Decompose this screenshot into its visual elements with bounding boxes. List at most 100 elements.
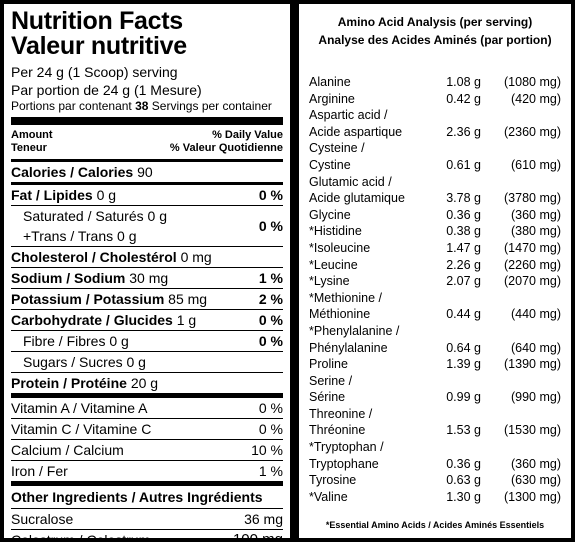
vitamin-row: Vitamin A / Vitamine A 0 %: [11, 398, 283, 419]
amino-name: Cystine: [309, 157, 351, 172]
amino-line: *Leucine 2.26 g (2260 mg): [309, 257, 561, 274]
nutrient-line: Carbohydrate / Glucides 1 g: [11, 310, 196, 330]
nutrient-row: Sugars / Sucres 0 g: [11, 352, 283, 373]
nutrient-amount: 0 g: [126, 354, 146, 370]
nutrient-line: Saturated / Saturés 0 g: [23, 206, 167, 226]
title-line: Amino Acid Analysis (per serving): [337, 15, 533, 29]
amino-name: Cysteine /: [309, 141, 365, 156]
nutrient-lines: Saturated / Saturés 0 g +Trans / Trans 0 …: [11, 206, 167, 246]
amino-line: Threonine /: [309, 406, 561, 423]
other-ingredients: Other Ingredients / Autres Ingrédients Su…: [11, 486, 283, 538]
amino-name: Glycine: [309, 207, 351, 222]
amino-line: Glycine 0.36 g (360 mg): [309, 207, 561, 224]
servings-per-container: Portions par contenant 38 Servings per c…: [11, 99, 283, 114]
amino-mg: (1390 mg): [504, 357, 561, 372]
amino-grams: 0.99 g: [446, 390, 481, 405]
amino-panel: Amino Acid Analysis (per serving) Analys…: [297, 2, 573, 540]
nutrient-row: Saturated / Saturés 0 g +Trans / Trans 0 …: [11, 206, 283, 247]
nutrient-line: +Trans / Trans 0 g: [23, 226, 167, 246]
amino-name: *Valine: [309, 489, 348, 504]
amino-mg: (380 mg): [510, 224, 561, 239]
vitamin-row: Vitamin C / Vitamine C 0 %: [11, 419, 283, 440]
title-line: Analyse des Acides Aminés (par portion): [318, 33, 552, 47]
nutrient-lines: Fibre / Fibres 0 g: [11, 331, 129, 351]
serving-line: Par portion de 24 g (1 Mesure): [11, 82, 202, 98]
amino-name: *Phenylalanine /: [309, 323, 400, 338]
amino-line: *Phenylalanine /: [309, 323, 561, 340]
nutrient-row: Potassium / Potassium 85 mg 2 %: [11, 289, 283, 310]
nutrient-amount: 85 mg: [168, 291, 208, 307]
nutrient-label: Sugars / Sucres: [23, 354, 123, 370]
nutrient-row: Sodium / Sodium 30 mg 1 %: [11, 268, 283, 289]
amount-header: Amount Teneur: [11, 129, 53, 155]
daily-value: 0 %: [258, 218, 283, 234]
ingredient-amount: 36 mg: [244, 511, 283, 527]
amino-name: *Isoleucine: [309, 240, 371, 255]
rule: [11, 117, 283, 125]
amino-name: Serine /: [309, 373, 353, 388]
text: % Valeur Quotidienne: [169, 142, 283, 154]
text: Servings per container: [151, 99, 272, 113]
amino-line: *Valine 1.30 g (1300 mg): [309, 489, 561, 506]
text: % Daily Value: [212, 129, 283, 141]
amino-name: Méthionine: [309, 307, 371, 322]
vitamin-label: Vitamin A / Vitamine A: [11, 400, 148, 416]
amino-grams: 0.64 g: [446, 340, 481, 355]
amino-name: Alanine: [309, 75, 351, 89]
nutrient-label: Fat / Lipides: [11, 187, 93, 203]
nutrient-lines: Carbohydrate / Glucides 1 g: [11, 310, 196, 330]
nutrient-label: Cholesterol / Cholestérol: [11, 249, 177, 265]
amino-name: Aspartic acid /: [309, 108, 388, 123]
amino-line: *Tryptophan /: [309, 439, 561, 456]
amino-grams: 0.36 g: [446, 207, 481, 222]
other-heading: Other Ingredients / Autres Ingrédients: [11, 486, 283, 509]
nutrition-panel: Nutrition Facts Valeur nutritive Per 24 …: [2, 2, 292, 540]
amino-grams: 3.78 g: [446, 191, 481, 206]
nutrient-amount: 30 mg: [129, 270, 169, 286]
amino-line: Acide aspartique 2.36 g (2360 mg): [309, 124, 561, 141]
amino-grams: 1.53 g: [446, 423, 481, 438]
amino-line: Phénylalanine 0.64 g (640 mg): [309, 340, 561, 357]
amino-mg: (2070 mg): [504, 274, 561, 289]
amino-line: Sérine 0.99 g (990 mg): [309, 389, 561, 406]
amino-line: Aspartic acid /: [309, 107, 561, 124]
title: Nutrition Facts Valeur nutritive: [11, 9, 283, 59]
amino-mg: (360 mg): [510, 456, 561, 471]
amino-line: *Lysine 2.07 g (2070 mg): [309, 273, 561, 290]
nutrient-amount: 0 g: [96, 187, 117, 203]
nutrient-row: Fat / Lipides 0 g 0 %: [11, 185, 283, 206]
amino-grams: 2.07 g: [446, 274, 481, 289]
nutrient-label: +Trans / Trans: [23, 228, 114, 244]
amino-mg: (640 mg): [510, 340, 561, 355]
vitamin-row: Iron / Fer 1 %: [11, 461, 283, 486]
amino-line: Thréonine 1.53 g (1530 mg): [309, 422, 561, 439]
amino-line: Tryptophane 0.36 g (360 mg): [309, 456, 561, 473]
nutrient-label: Calories / Calories: [11, 164, 134, 180]
nutrient-line: Cholesterol / Cholestérol 0 mg: [11, 247, 212, 267]
nutrient-line: Sodium / Sodium 30 mg: [11, 268, 168, 288]
amino-line: *Histidine 0.38 g (380 mg): [309, 223, 561, 240]
nutrient-line: Fat / Lipides 0 g: [11, 185, 116, 205]
amino-mg: (1470 mg): [504, 240, 561, 255]
amino-name: Acide glutamique: [309, 191, 405, 206]
daily-value: 0 %: [258, 421, 283, 437]
vitamin-label: Calcium / Calcium: [11, 442, 124, 458]
nutrient-amount: 0 g: [117, 228, 137, 244]
amino-grams: 0.42 g: [446, 91, 481, 106]
vitamin-row: Calcium / Calcium 10 %: [11, 440, 283, 461]
amino-grams: 1.47 g: [446, 240, 481, 255]
amino-grams: 1.08 g: [446, 75, 481, 89]
nutrient-lines: Calories / Calories 90: [11, 162, 153, 182]
nutrient-amount: 1 g: [176, 312, 197, 328]
amino-name: Arginine: [309, 91, 355, 106]
vitamin-label: Iron / Fer: [11, 463, 68, 479]
nutrient-line: Fibre / Fibres 0 g: [23, 331, 129, 351]
serving-line: Per 24 g (1 Scoop) serving: [11, 64, 178, 80]
nutrient-label: Sodium / Sodium: [11, 270, 126, 286]
nutrient-amount: 90: [137, 164, 153, 180]
amino-line: Tyrosine 0.63 g (630 mg): [309, 472, 561, 489]
amino-name: Acide aspartique: [309, 124, 403, 139]
amino-line: Méthionine 0.44 g (440 mg): [309, 306, 561, 323]
